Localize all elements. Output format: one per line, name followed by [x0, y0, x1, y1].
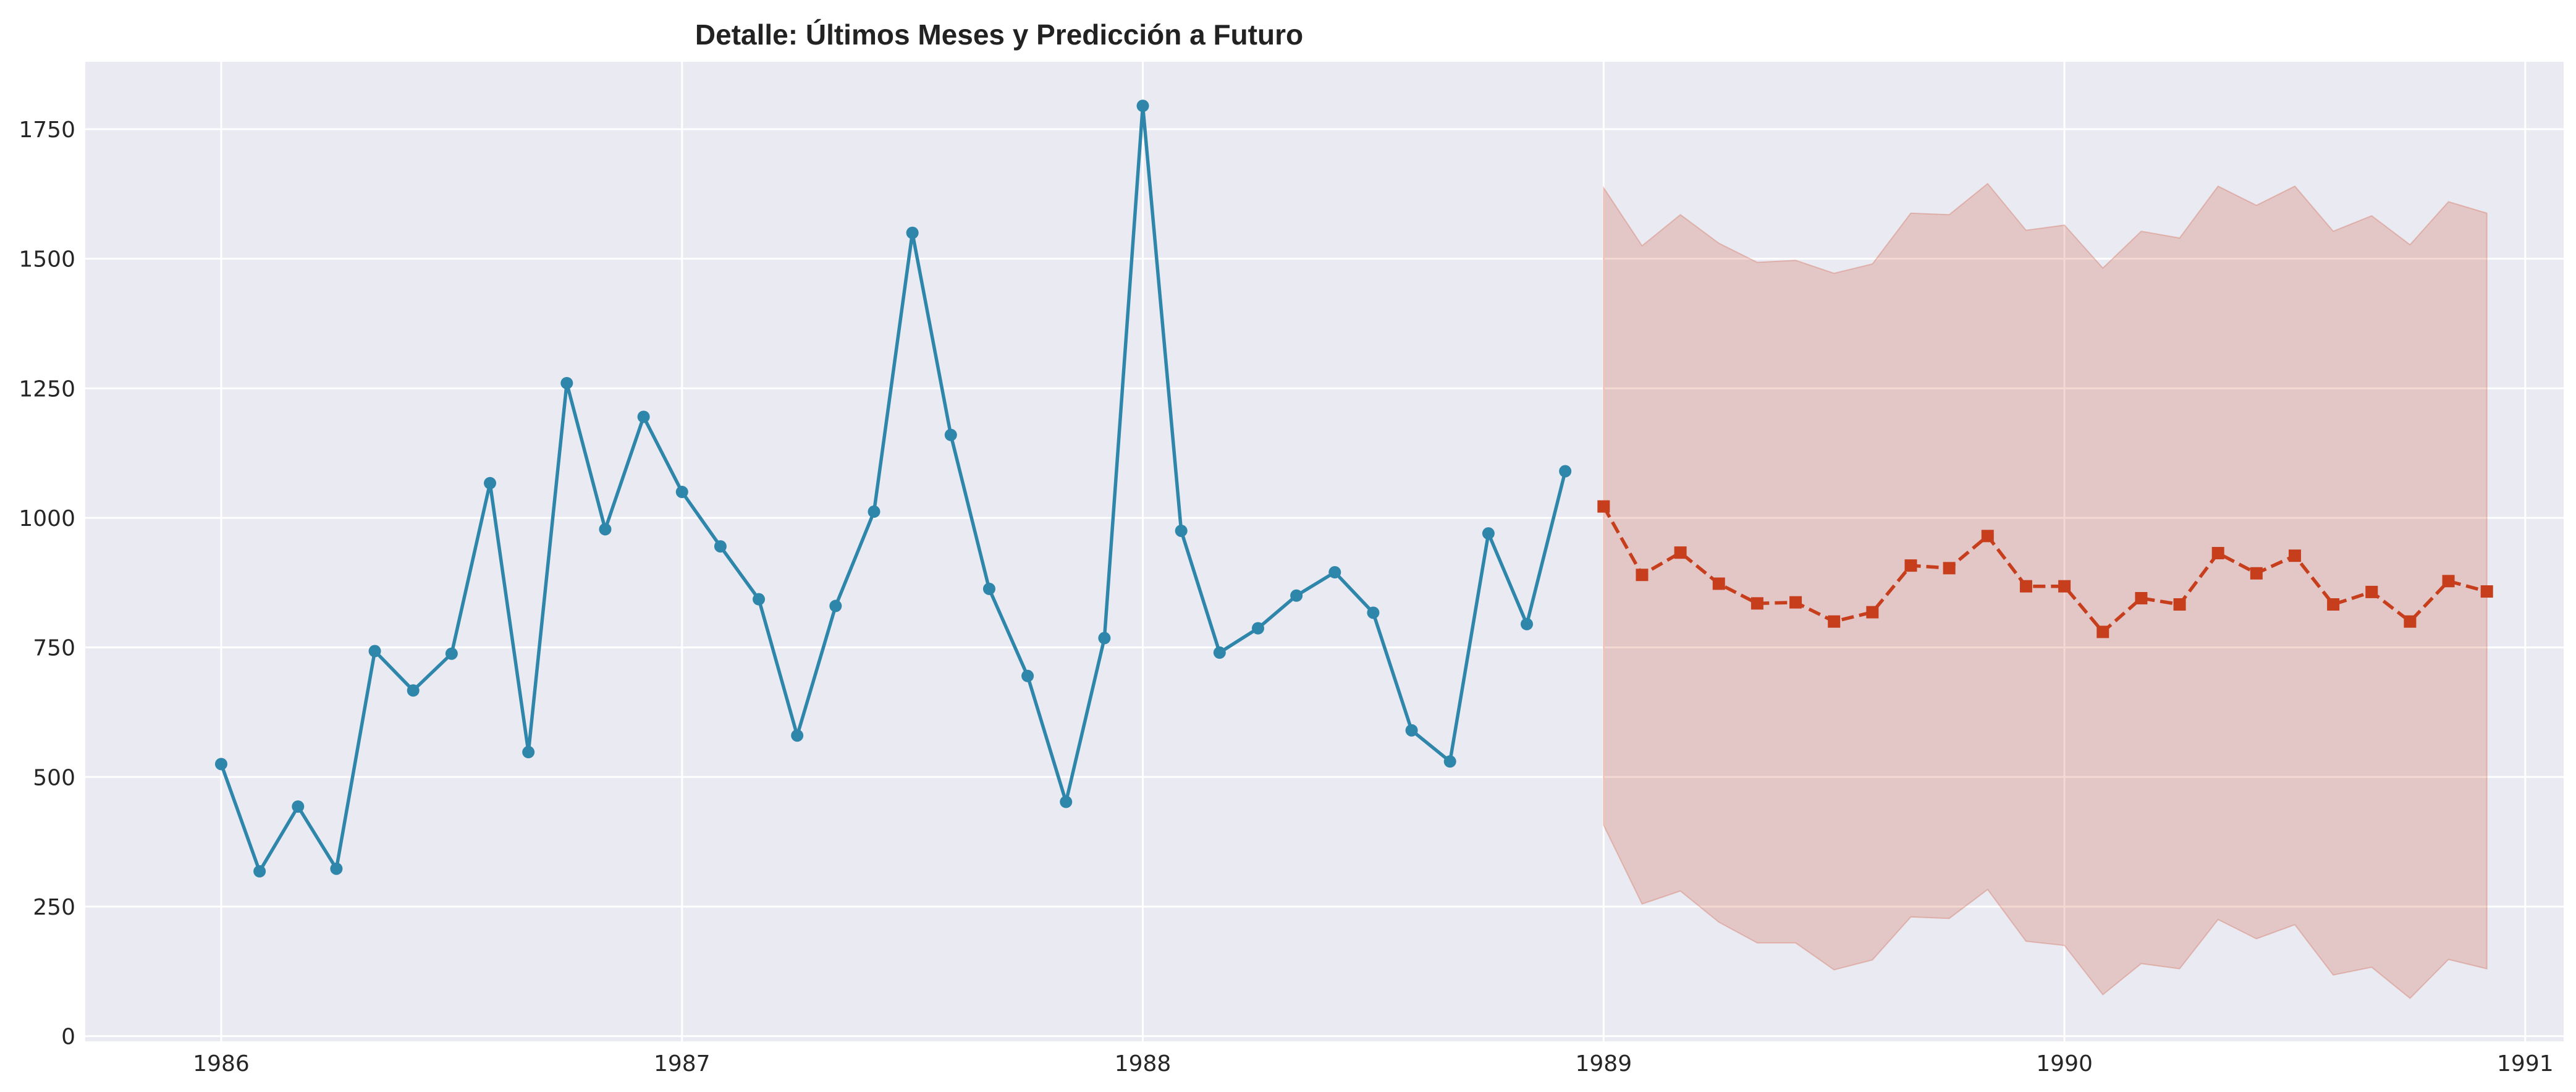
forecast-point — [2480, 585, 2493, 598]
observed-series-line — [219, 104, 1567, 873]
forecast-point — [2019, 580, 2032, 593]
x-tick-label: 1990 — [2036, 1051, 2093, 1077]
observed-point — [637, 410, 650, 423]
series-lines — [219, 104, 2488, 873]
x-tick-label: 1987 — [654, 1051, 711, 1077]
forecast-point — [2173, 598, 2186, 611]
observed-point — [368, 645, 381, 658]
confidence-band — [1603, 182, 2488, 999]
observed-point — [1328, 566, 1341, 579]
observed-point — [982, 582, 995, 595]
forecast-interval-band — [1603, 182, 2488, 999]
observed-point — [522, 746, 535, 759]
y-tick-label: 1500 — [19, 247, 75, 273]
observed-point — [1060, 795, 1073, 808]
observed-point — [1136, 99, 1149, 112]
series-markers — [214, 99, 2493, 878]
x-axis-ticks: 1986 1987 1988 1989 1990 1991 — [193, 1051, 2553, 1077]
forecast-point — [2288, 549, 2301, 562]
observed-point — [944, 428, 957, 441]
forecast-point — [2365, 585, 2378, 598]
forecast-point — [1828, 615, 1841, 628]
chart-title: Detalle: Últimos Meses y Predicción a Fu… — [695, 19, 1303, 51]
y-axis-ticks: 0 250 500 750 1000 1250 1500 1750 — [19, 117, 75, 1050]
forecast-point — [2442, 575, 2455, 588]
observed-point — [253, 865, 266, 878]
forecast-point — [2058, 580, 2071, 593]
forecast-point — [2097, 625, 2109, 638]
y-tick-label: 1250 — [19, 376, 75, 402]
forecast-point — [1712, 577, 1725, 590]
forecast-point — [1674, 546, 1687, 559]
observed-point — [675, 486, 688, 499]
observed-point — [868, 505, 880, 518]
observed-point — [445, 647, 458, 660]
observed-point — [1405, 724, 1418, 737]
observed-point — [214, 758, 227, 771]
forecast-point — [1636, 569, 1649, 582]
observed-point — [1482, 527, 1495, 540]
y-tick-label: 1000 — [19, 506, 75, 531]
observed-point — [1251, 622, 1264, 635]
x-tick-label: 1991 — [2497, 1051, 2554, 1077]
x-tick-label: 1986 — [193, 1051, 250, 1077]
observed-point — [1443, 755, 1456, 768]
x-tick-label: 1988 — [1115, 1051, 1172, 1077]
forecast-point — [2404, 615, 2417, 628]
forecast-point — [2250, 567, 2263, 580]
forecast-point — [1943, 562, 1956, 575]
forecast-point — [2327, 598, 2340, 611]
observed-point — [714, 540, 727, 553]
forecast-point — [1981, 530, 1994, 543]
forecast-series-line — [1602, 506, 2488, 634]
observed-point — [484, 476, 497, 489]
observed-point — [599, 523, 612, 536]
observed-point — [1021, 669, 1034, 682]
observed-point — [292, 800, 305, 813]
observed-point — [560, 376, 573, 389]
observed-point — [829, 599, 842, 612]
forecast-point — [2211, 547, 2224, 560]
y-tick-label: 250 — [33, 895, 75, 920]
y-tick-label: 500 — [33, 765, 75, 790]
observed-point — [753, 593, 766, 606]
grid — [85, 62, 2564, 1041]
forecast-point — [1750, 597, 1763, 610]
observed-point — [906, 226, 919, 239]
y-tick-label: 0 — [61, 1025, 75, 1050]
forecast-point — [1866, 606, 1879, 619]
x-tick-label: 1989 — [1575, 1051, 1632, 1077]
forecast-point — [1904, 559, 1917, 572]
observed-point — [791, 729, 804, 742]
observed-point — [407, 684, 420, 697]
forecast-point — [1597, 500, 1610, 513]
observed-point — [1098, 632, 1111, 645]
observed-point — [1559, 465, 1572, 478]
observed-point — [1367, 606, 1380, 619]
y-tick-label: 750 — [33, 636, 75, 661]
observed-point — [1175, 524, 1188, 537]
forecast-point — [2135, 591, 2148, 604]
observed-point — [1521, 617, 1534, 630]
observed-point — [1213, 646, 1226, 659]
observed-point — [330, 862, 343, 875]
observed-point — [1290, 589, 1303, 602]
y-tick-label: 1750 — [19, 117, 75, 143]
forecast-point — [1789, 596, 1802, 609]
